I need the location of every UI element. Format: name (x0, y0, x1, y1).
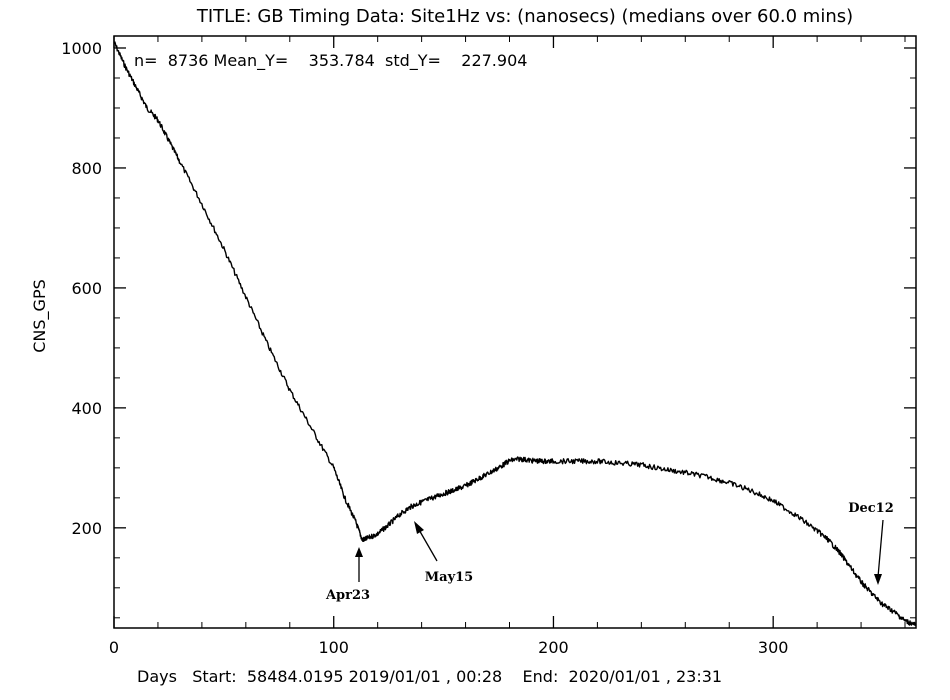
x-tick-label: 100 (318, 638, 349, 657)
annotation-label-may15: May15 (425, 570, 473, 585)
x-tick-label: 300 (758, 638, 789, 657)
y-tick-label: 1000 (61, 39, 102, 58)
axis-ticks: 0 100 200 300 200 400 600 800 1000 (61, 36, 916, 657)
y-tick-label: 600 (71, 279, 102, 298)
x-axis-label: Days Start: 58484.0195 2019/01/01 , 00:2… (137, 667, 722, 686)
stats-text: n= 8736 Mean_Y= 353.784 std_Y= 227.904 (134, 51, 527, 71)
x-tick-label: 200 (538, 638, 569, 657)
annotation-label-apr23: Apr23 (325, 588, 370, 603)
plot-frame (113, 35, 917, 629)
series-line (113, 41, 917, 627)
y-tick-label: 200 (71, 519, 102, 538)
annotation-may15: May15 (414, 521, 473, 585)
x-tick-label: 0 (109, 638, 119, 657)
series-layer (113, 41, 917, 627)
annotation-dec12: Dec12 (848, 501, 894, 585)
annotation-label-dec12: Dec12 (848, 501, 894, 516)
y-axis-label: CNS_GPS (30, 279, 50, 353)
y-tick-label: 400 (71, 399, 102, 418)
y-tick-label: 800 (71, 159, 102, 178)
chart-title: TITLE: GB Timing Data: Site1Hz vs: (nano… (196, 6, 853, 27)
annotation-apr23: Apr23 (325, 547, 370, 603)
